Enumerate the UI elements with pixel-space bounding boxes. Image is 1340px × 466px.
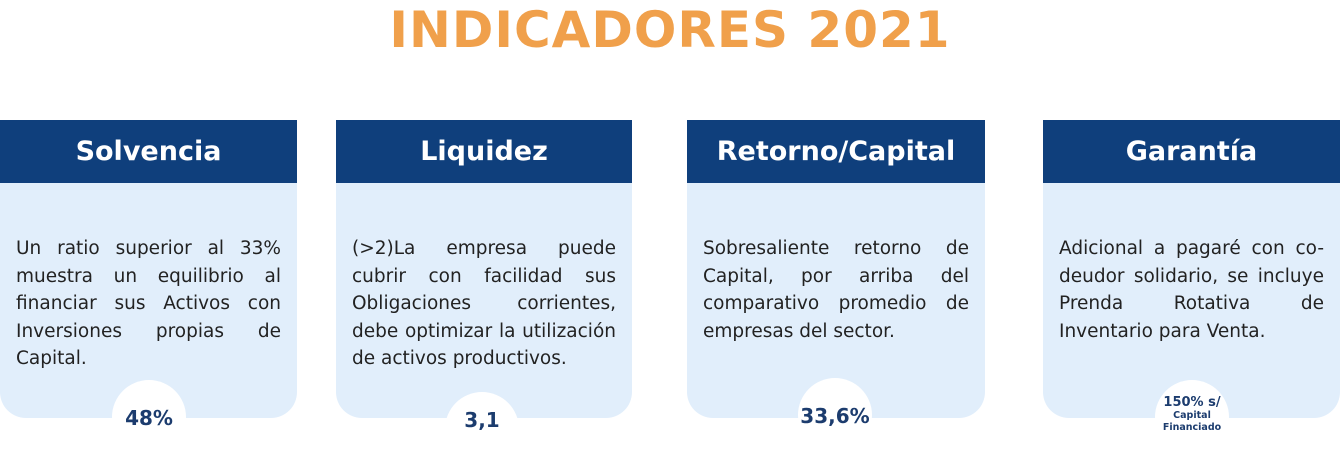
card-header: Garantía	[1043, 120, 1340, 183]
value-line-1: 150% s/	[1163, 395, 1221, 410]
indicator-value: 150% s/ Capital Financiado	[1142, 395, 1242, 434]
value-line-2: Capital	[1173, 410, 1211, 421]
page-title: INDICADORES 2021	[389, 1, 951, 59]
card-liquidez: Liquidez (>2)La empresa puede cubrir con…	[336, 120, 632, 418]
card-solvencia: Solvencia Un ratio superior al 33% muest…	[0, 120, 297, 418]
value-bubble	[445, 392, 519, 466]
value-bubble	[798, 378, 872, 452]
card-retorno-capital: Retorno/Capital Sobresaliente retorno de…	[687, 120, 985, 418]
indicator-value: 3,1	[464, 408, 500, 432]
card-header: Solvencia	[0, 120, 297, 183]
card-description: Adicional a pagaré con co-deudor solidar…	[1059, 238, 1324, 342]
card-header: Liquidez	[336, 120, 632, 183]
value-bubble	[112, 380, 186, 454]
indicator-value: 48%	[125, 406, 173, 430]
card-description: Un ratio superior al 33% muestra un equi…	[16, 238, 281, 369]
value-bubble	[1155, 380, 1229, 454]
card-garantia: Garantía Adicional a pagaré con co-deudo…	[1043, 120, 1340, 418]
indicator-value: 33,6%	[800, 404, 870, 428]
card-description: (>2)La empresa puede cubrir con facilida…	[352, 238, 616, 369]
card-description: Sobresaliente retorno de Capital, por ar…	[703, 238, 969, 342]
value-line-3: Financiado	[1162, 422, 1222, 433]
card-header: Retorno/Capital	[687, 120, 985, 183]
